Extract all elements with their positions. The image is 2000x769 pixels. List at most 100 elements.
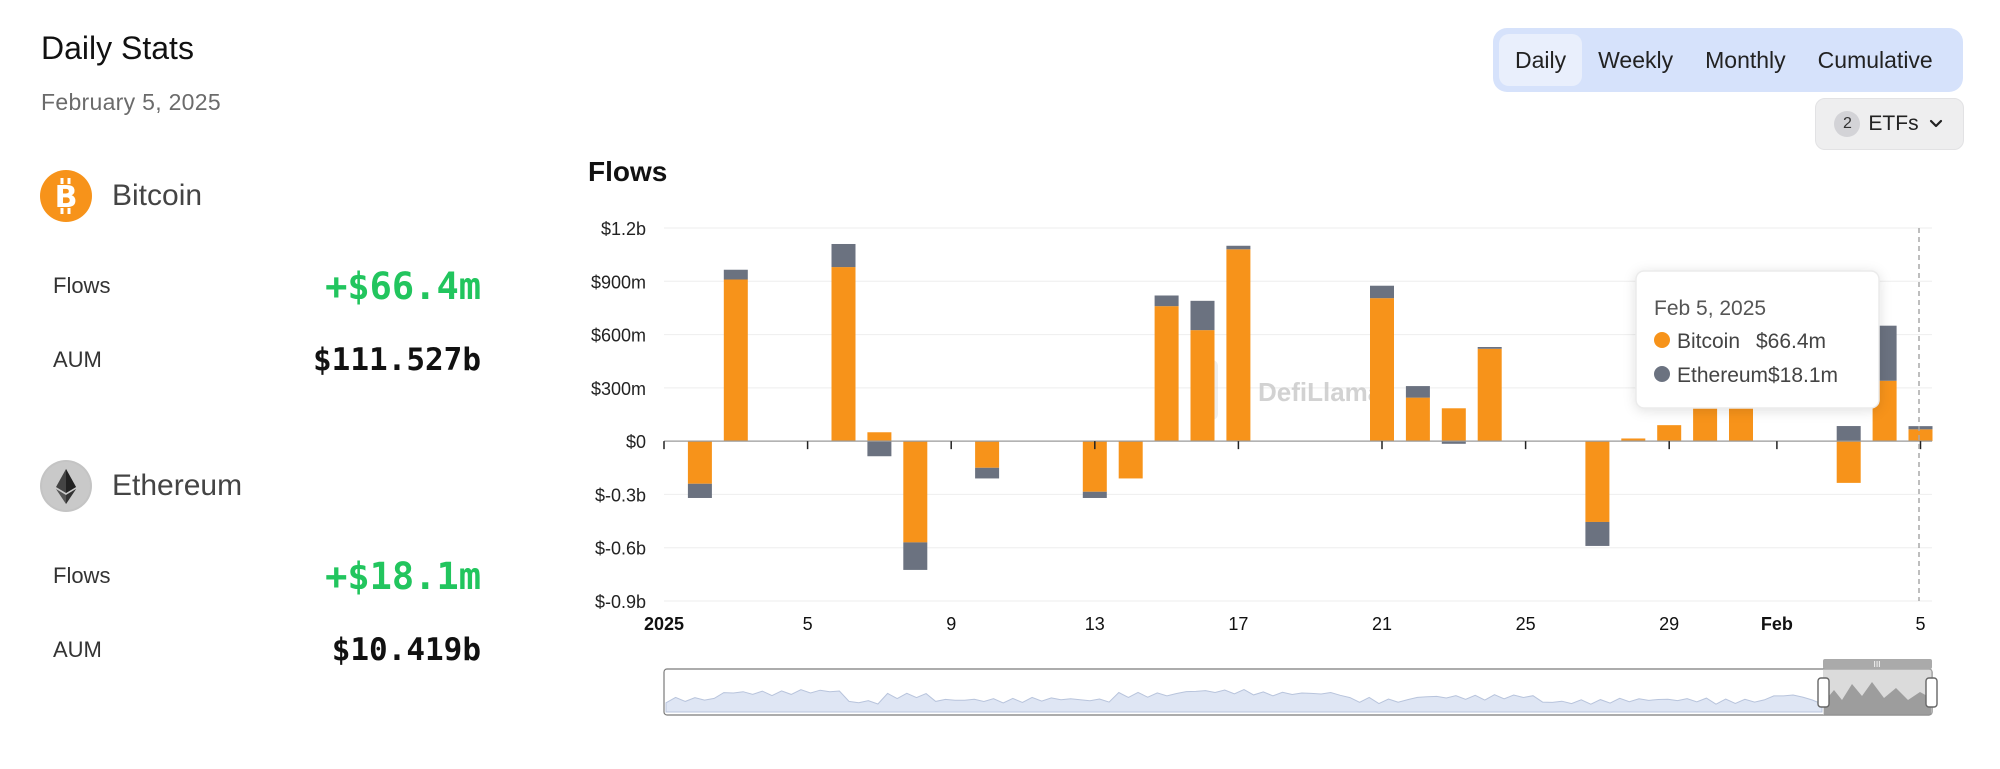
bitcoin-bar[interactable]: [1226, 249, 1251, 442]
x-tick-label: 25: [1516, 614, 1536, 634]
tooltip-date: Feb 5, 2025: [1654, 297, 1766, 320]
bitcoin-bar[interactable]: [723, 279, 748, 442]
brush-move-handle[interactable]: [1823, 659, 1932, 669]
bitcoin-icon: B: [40, 170, 92, 222]
bitcoin-aum-value: $111.527b: [313, 342, 481, 378]
page-title: Daily Stats: [41, 30, 194, 66]
y-tick-label: $1.2b: [601, 219, 646, 239]
tab-weekly[interactable]: Weekly: [1598, 46, 1674, 73]
svg-text:B: B: [55, 180, 78, 215]
bitcoin-bar[interactable]: [687, 441, 712, 484]
bitcoin-bar[interactable]: [1441, 408, 1466, 442]
x-tick-label: 21: [1372, 614, 1392, 634]
bitcoin-bar[interactable]: [975, 441, 1000, 468]
period-tabs: Daily Weekly Monthly Cumulative: [1493, 28, 1963, 92]
bitcoin-aum-label: AUM: [53, 347, 102, 372]
ethereum-bar[interactable]: [1477, 347, 1502, 349]
ethereum-flows-value: +$18.1m: [325, 554, 481, 598]
tab-monthly[interactable]: Monthly: [1705, 46, 1786, 73]
chart-title: Flows: [588, 156, 667, 187]
ethereum-flows-label: Flows: [53, 563, 111, 588]
ethereum-bar[interactable]: [1585, 521, 1610, 546]
bitcoin-bar[interactable]: [1370, 298, 1394, 442]
x-tick-label: 13: [1085, 614, 1105, 634]
bitcoin-bar[interactable]: [1154, 306, 1179, 442]
brush-left-handle[interactable]: [1817, 677, 1830, 708]
y-tick-label: $600m: [591, 326, 646, 346]
bitcoin-bar[interactable]: [1657, 425, 1682, 442]
x-tick-label: 2025: [644, 614, 684, 634]
brush-right-handle[interactable]: [1925, 677, 1938, 708]
bitcoin-name: Bitcoin: [112, 179, 203, 212]
etf-count-badge: 2: [1834, 111, 1861, 137]
ethereum-bar[interactable]: [687, 483, 712, 498]
chart-tooltip: Feb 5, 2025 Bitcoin $66.4m Ethereum $18.…: [1635, 270, 1880, 409]
bitcoin-bar[interactable]: [1118, 441, 1143, 479]
watermark-text: DefiLlama: [1258, 377, 1383, 407]
bitcoin-flows-row: Flows +$66.4m: [53, 261, 481, 311]
x-tick-label: 29: [1659, 614, 1679, 634]
brush-selection-area: [1824, 682, 1931, 715]
bitcoin-flows-value: +$66.4m: [325, 264, 481, 308]
ethereum-bar[interactable]: [1441, 441, 1466, 444]
bitcoin-bar[interactable]: [1621, 438, 1646, 442]
ethereum-bar[interactable]: [1908, 426, 1933, 430]
bitcoin-bar[interactable]: [1405, 397, 1430, 442]
x-tick-label: 17: [1228, 614, 1248, 634]
tooltip-ethereum-dot: [1654, 366, 1670, 382]
ethereum-aum-row: AUM $10.419b: [53, 625, 481, 675]
bitcoin-bar[interactable]: [831, 267, 856, 442]
x-tick-label: 5: [1915, 614, 1925, 634]
tooltip-ethereum-value: $18.1m: [1768, 364, 1838, 387]
tooltip-ethereum-name: Ethereum: [1677, 364, 1768, 387]
bitcoin-aum-row: AUM $111.527b: [53, 335, 481, 385]
ethereum-bar[interactable]: [1082, 491, 1107, 498]
ethereum-icon: [40, 460, 92, 512]
x-tick-label: 5: [803, 614, 813, 634]
ethereum-header: Ethereum: [40, 460, 242, 512]
tooltip-bitcoin-name: Bitcoin: [1677, 330, 1740, 353]
bitcoin-flows-label: Flows: [53, 273, 111, 298]
ethereum-bar[interactable]: [903, 542, 928, 570]
ethereum-bar[interactable]: [1370, 285, 1394, 299]
chevron-down-icon: [1929, 119, 1942, 128]
bitcoin-bar[interactable]: [1908, 429, 1933, 442]
etf-filter-label: ETFs: [1868, 112, 1919, 135]
ethereum-bar[interactable]: [1405, 386, 1430, 398]
ethereum-bar[interactable]: [1226, 245, 1251, 250]
brush-handle-grip: III: [1873, 660, 1880, 669]
ethereum-bar[interactable]: [1190, 300, 1215, 331]
bitcoin-bar[interactable]: [1585, 441, 1610, 522]
y-tick-label: $-0.6b: [595, 539, 646, 559]
bitcoin-bar[interactable]: [1190, 330, 1215, 442]
tab-cumulative[interactable]: Cumulative: [1817, 46, 1933, 73]
y-tick-label: $-0.3b: [595, 485, 646, 505]
brush-overview-area: [665, 689, 1823, 713]
ethereum-name: Ethereum: [112, 469, 243, 502]
y-tick-label: $300m: [591, 379, 646, 399]
bitcoin-bar[interactable]: [1082, 441, 1107, 492]
ethereum-bar[interactable]: [1836, 426, 1861, 442]
etf-filter-dropdown[interactable]: 2 ETFs: [1815, 98, 1964, 150]
tooltip-bitcoin-dot: [1654, 332, 1670, 348]
ethereum-bar[interactable]: [831, 243, 856, 268]
ethereum-bar[interactable]: [1154, 295, 1179, 307]
bitcoin-header: B Bitcoin: [40, 170, 202, 222]
bitcoin-bar[interactable]: [867, 432, 892, 442]
bitcoin-bar[interactable]: [1836, 441, 1861, 483]
ethereum-bar[interactable]: [867, 441, 892, 457]
ethereum-aum-value: $10.419b: [331, 632, 481, 668]
x-tick-label: Feb: [1761, 614, 1793, 634]
ethereum-bar[interactable]: [723, 269, 748, 280]
chart-brush[interactable]: III: [663, 659, 1938, 716]
bitcoin-bar[interactable]: [1477, 348, 1502, 442]
y-tick-label: $-0.9b: [595, 592, 646, 612]
bitcoin-bar[interactable]: [903, 441, 928, 543]
page-date: February 5, 2025: [41, 89, 221, 115]
ethereum-aum-label: AUM: [53, 637, 102, 662]
tab-daily[interactable]: Daily: [1499, 34, 1583, 86]
y-tick-label: $0: [626, 432, 646, 452]
y-tick-label: $900m: [591, 272, 646, 292]
ethereum-bar[interactable]: [975, 467, 1000, 479]
